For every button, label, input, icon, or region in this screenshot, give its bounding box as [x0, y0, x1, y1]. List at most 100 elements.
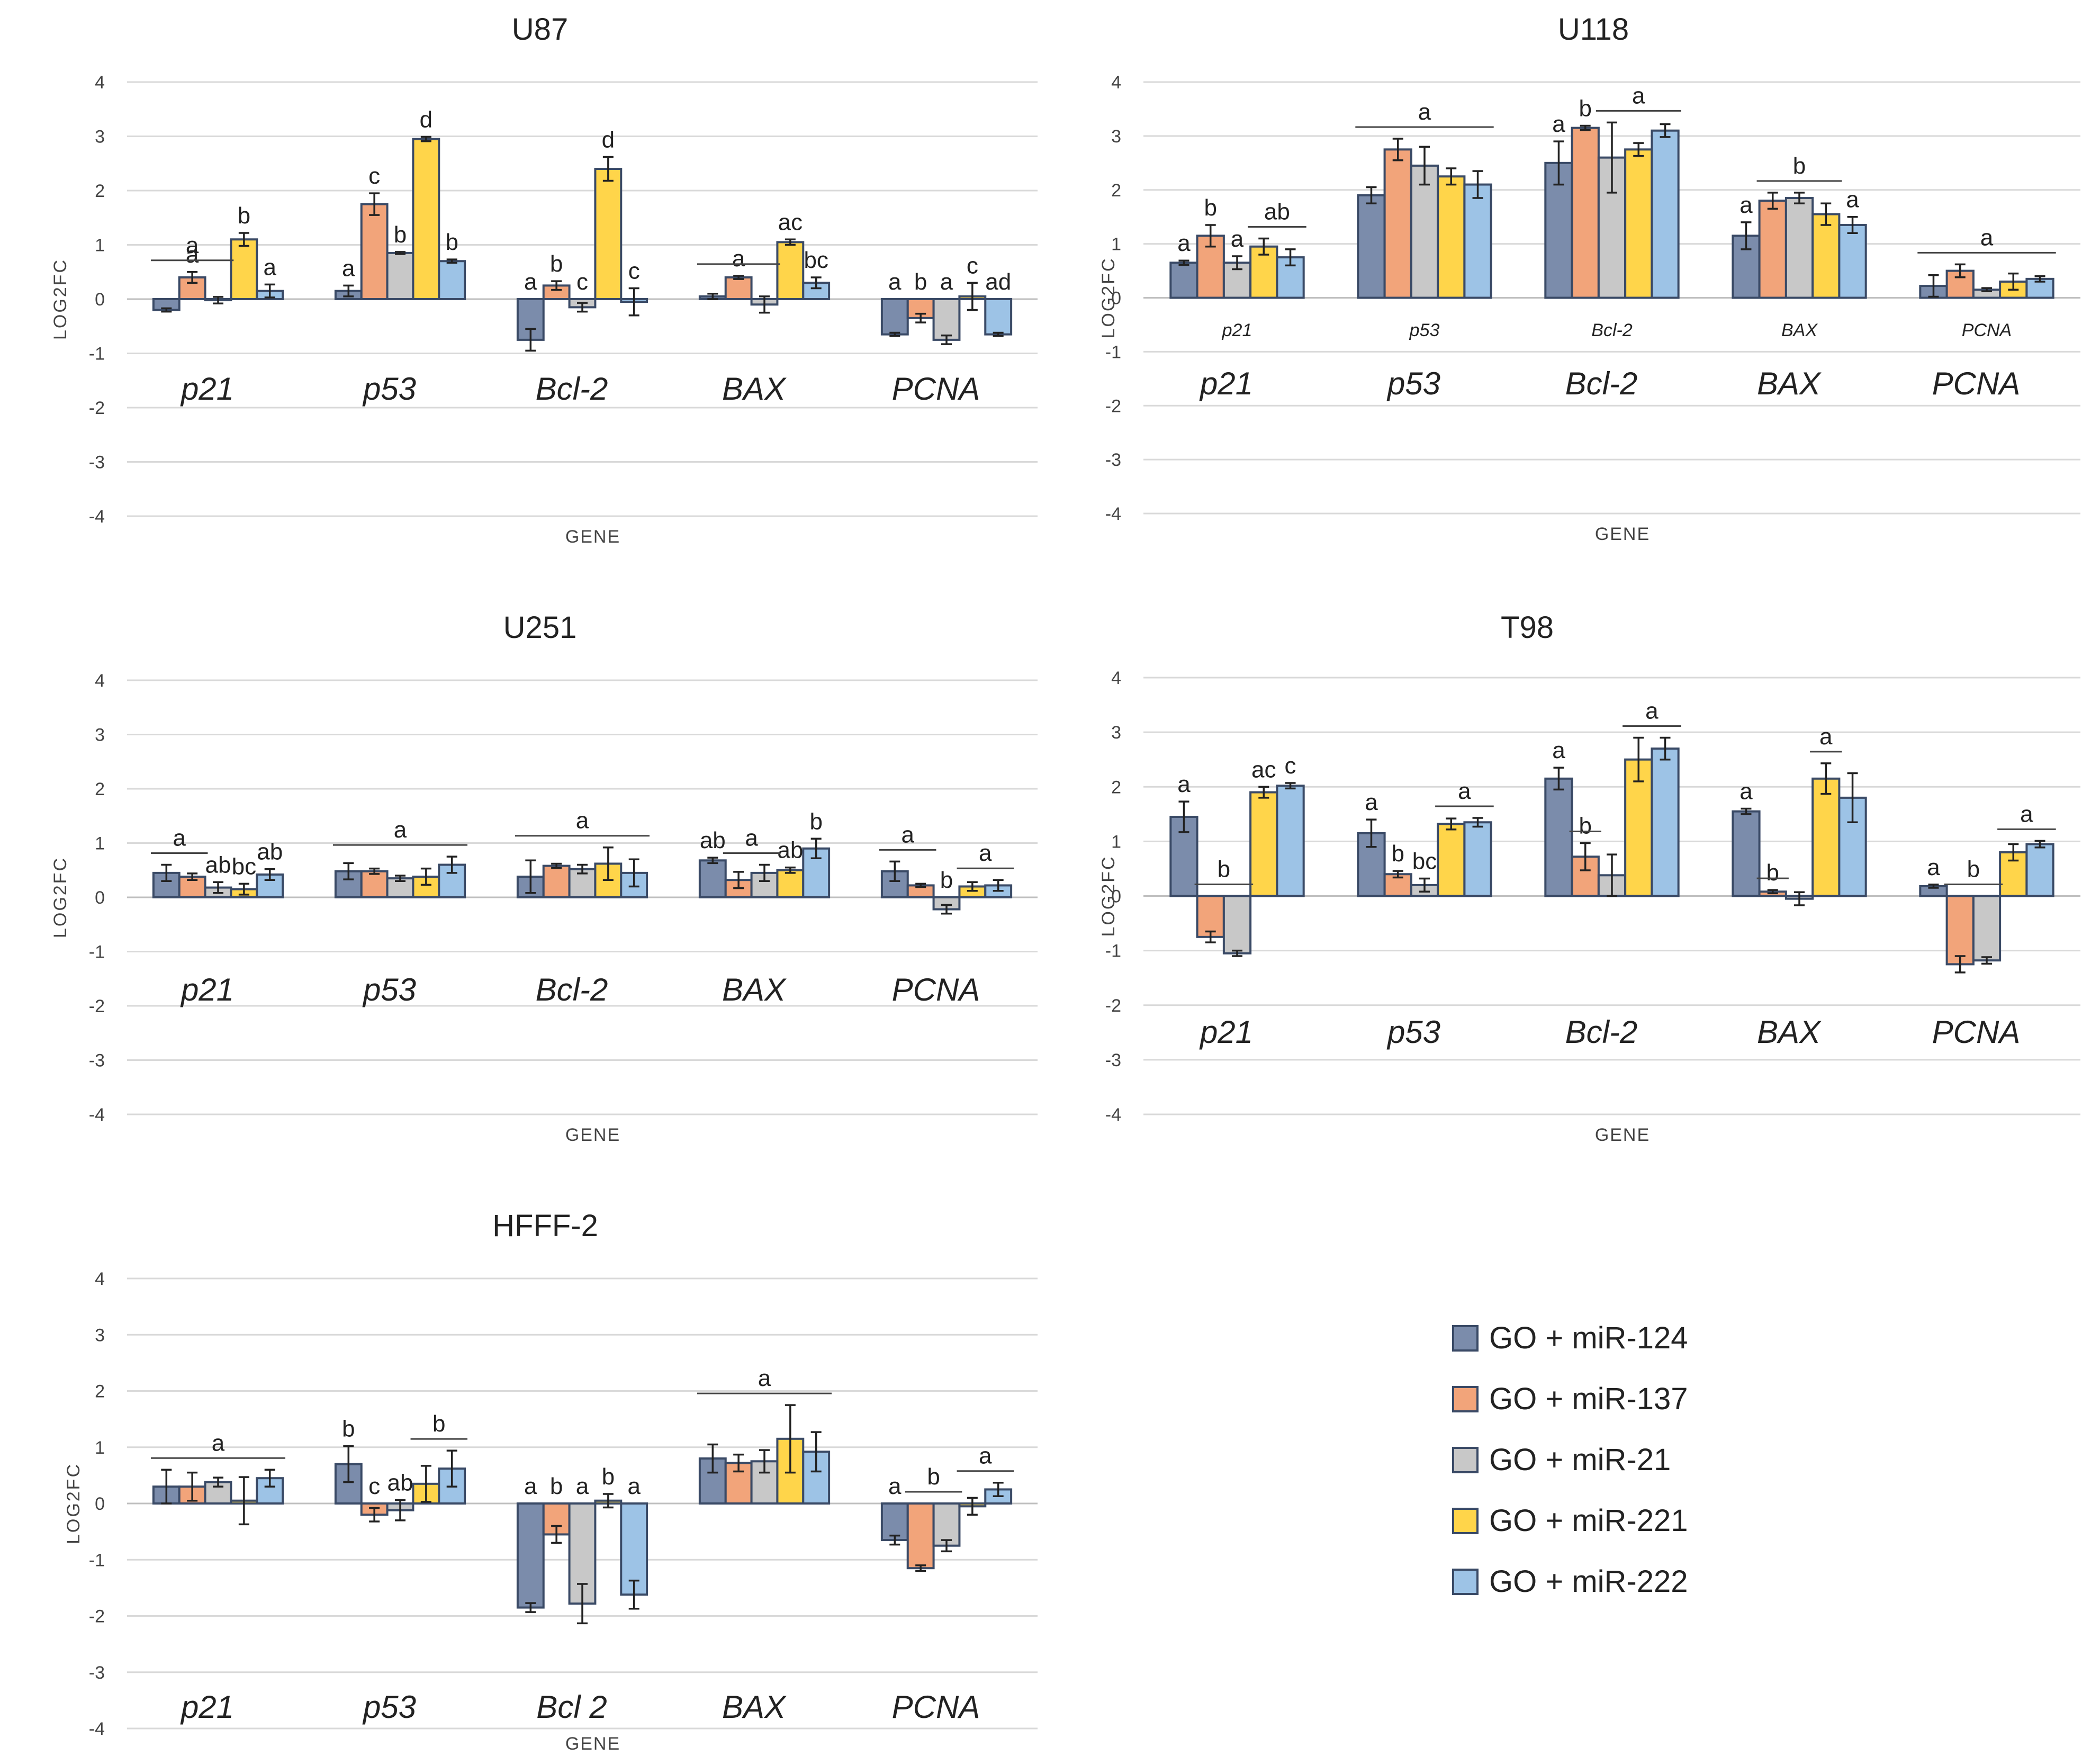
significance-letter: a: [1177, 230, 1191, 256]
gene-label-p21: p21: [180, 371, 234, 407]
gene-label-bcl-2: Bcl-2: [1565, 1014, 1638, 1050]
significance-letter: a: [940, 269, 953, 295]
bar-p53-go-mir-222: [438, 863, 466, 898]
gene-label-p53: p53: [362, 972, 416, 1007]
y-tick-label: -3: [89, 1051, 105, 1071]
bar-p21-go-mir-21: [204, 1481, 232, 1505]
y-tick-label: -1: [89, 344, 105, 364]
significance-letter: b: [394, 222, 407, 248]
y-tick-label: -3: [89, 1663, 105, 1683]
bar-pcna-go-mir-222: [984, 298, 1013, 336]
gene-label-p21: p21: [180, 972, 234, 1007]
legend-label: GO + miR-221: [1489, 1503, 1688, 1538]
bar-pcna-go-mir-137: [1945, 895, 1975, 966]
significance-letter: ad: [985, 269, 1011, 295]
bar-pcna-go-mir-124: [880, 298, 909, 336]
chart-title: U87: [512, 12, 568, 47]
gene-label-pcna: PCNA: [1932, 1014, 2021, 1050]
significance-letter: b: [1391, 841, 1404, 867]
legend-swatch: [1452, 1386, 1479, 1412]
bar-bax-go-mir-21: [1784, 197, 1814, 299]
x-axis-label: GENE: [1595, 1125, 1650, 1145]
y-tick-label: 1: [1111, 832, 1121, 852]
bar-p21-go-mir-221: [1249, 791, 1278, 897]
significance-letter: a: [576, 1473, 589, 1499]
legend-item-go-mir-222: GO + miR-222: [1452, 1564, 1688, 1599]
gene-label-bcl-2: Bcl-2: [1565, 366, 1638, 401]
significance-letter: b: [914, 269, 927, 295]
bar-p53-go-mir-137: [1383, 148, 1412, 299]
significance-letter: a: [627, 1473, 641, 1499]
significance-letter: d: [420, 107, 432, 133]
bar-bax-go-mir-222: [1838, 796, 1867, 897]
significance-letter: c: [576, 269, 588, 295]
significance-letter: a: [1458, 778, 1471, 804]
y-tick-label: -1: [89, 1550, 105, 1570]
significance-letter: ac: [778, 209, 803, 235]
bar-bax-go-mir-221: [776, 869, 805, 898]
legend-label: GO + miR-124: [1489, 1321, 1688, 1355]
gene-label-bax: BAX: [1757, 366, 1822, 401]
significance-letter: a: [1927, 854, 1940, 880]
bar-bcl-2-go-mir-137: [542, 865, 571, 899]
gene-label-bcl-2: Bcl-2: [536, 371, 608, 407]
y-tick-label: -3: [1105, 450, 1121, 470]
significance-letter: a: [745, 825, 758, 851]
y-axis-label: LOG2FC: [50, 258, 70, 340]
bar-bcl-2-go-mir-222: [1651, 129, 1680, 299]
bar-bax-go-mir-124: [698, 859, 727, 899]
significance-letter: a: [2020, 801, 2033, 827]
significance-letter: a: [212, 1430, 225, 1456]
significance-letter: c: [967, 253, 978, 278]
significance-letter: a: [979, 840, 992, 866]
bar-p53-go-mir-222: [438, 260, 466, 300]
bar-pcna-go-mir-222: [2025, 843, 2054, 897]
bar-bcl-2-go-mir-222: [1651, 748, 1680, 897]
significance-letter: ac: [1251, 757, 1276, 782]
significance-letter: a: [576, 808, 589, 834]
significance-letter: c: [628, 258, 640, 284]
y-tick-label: -1: [1105, 941, 1121, 961]
bar-p53-go-mir-221: [412, 138, 440, 300]
significance-letter: b: [550, 251, 563, 277]
bar-pcna-go-mir-137: [906, 1502, 935, 1570]
significance-letter: a: [1231, 226, 1244, 252]
y-tick-label: 0: [1111, 887, 1121, 907]
significance-letter: a: [758, 1365, 771, 1391]
y-tick-label: -4: [1105, 504, 1121, 524]
y-tick-label: 1: [95, 236, 105, 256]
significance-letter: a: [1740, 779, 1753, 805]
y-tick-label: 0: [1111, 289, 1121, 309]
y-tick-label: 2: [1111, 181, 1121, 201]
y-tick-label: 3: [1111, 723, 1121, 743]
y-tick-label: -2: [89, 398, 105, 418]
significance-letter: a: [1177, 771, 1191, 797]
significance-letter: b: [1204, 195, 1216, 221]
gene-label-pcna: PCNA: [892, 1689, 980, 1725]
legend-item-go-mir-21: GO + miR-21: [1452, 1443, 1671, 1477]
significance-letter: ab: [257, 839, 283, 865]
bar-pcna-go-mir-124: [880, 1502, 909, 1542]
y-tick-label: 0: [95, 888, 105, 908]
significance-letter: b: [602, 1464, 615, 1490]
bar-bax-go-mir-124: [1732, 810, 1761, 897]
significance-letter: b: [809, 808, 822, 834]
legend-swatch: [1452, 1508, 1479, 1534]
y-tick-label: -4: [89, 1719, 105, 1739]
bar-p21-go-mir-21: [1222, 895, 1252, 954]
bar-bcl-2-go-mir-124: [516, 1502, 545, 1609]
bar-bax-go-mir-221: [1811, 777, 1841, 897]
bar-p21-go-mir-124: [152, 871, 181, 898]
y-tick-label: 3: [1111, 127, 1121, 147]
bar-p53-go-mir-137: [360, 203, 389, 300]
significance-letter: b: [238, 203, 250, 229]
chart-title: T98: [1501, 610, 1554, 645]
y-tick-label: -3: [1105, 1050, 1121, 1070]
bar-p21-go-mir-222: [1276, 785, 1305, 897]
x-axis-label: GENE: [1595, 524, 1650, 544]
bar-p53-go-mir-221: [1437, 175, 1466, 299]
legend-label: GO + miR-21: [1489, 1443, 1671, 1477]
